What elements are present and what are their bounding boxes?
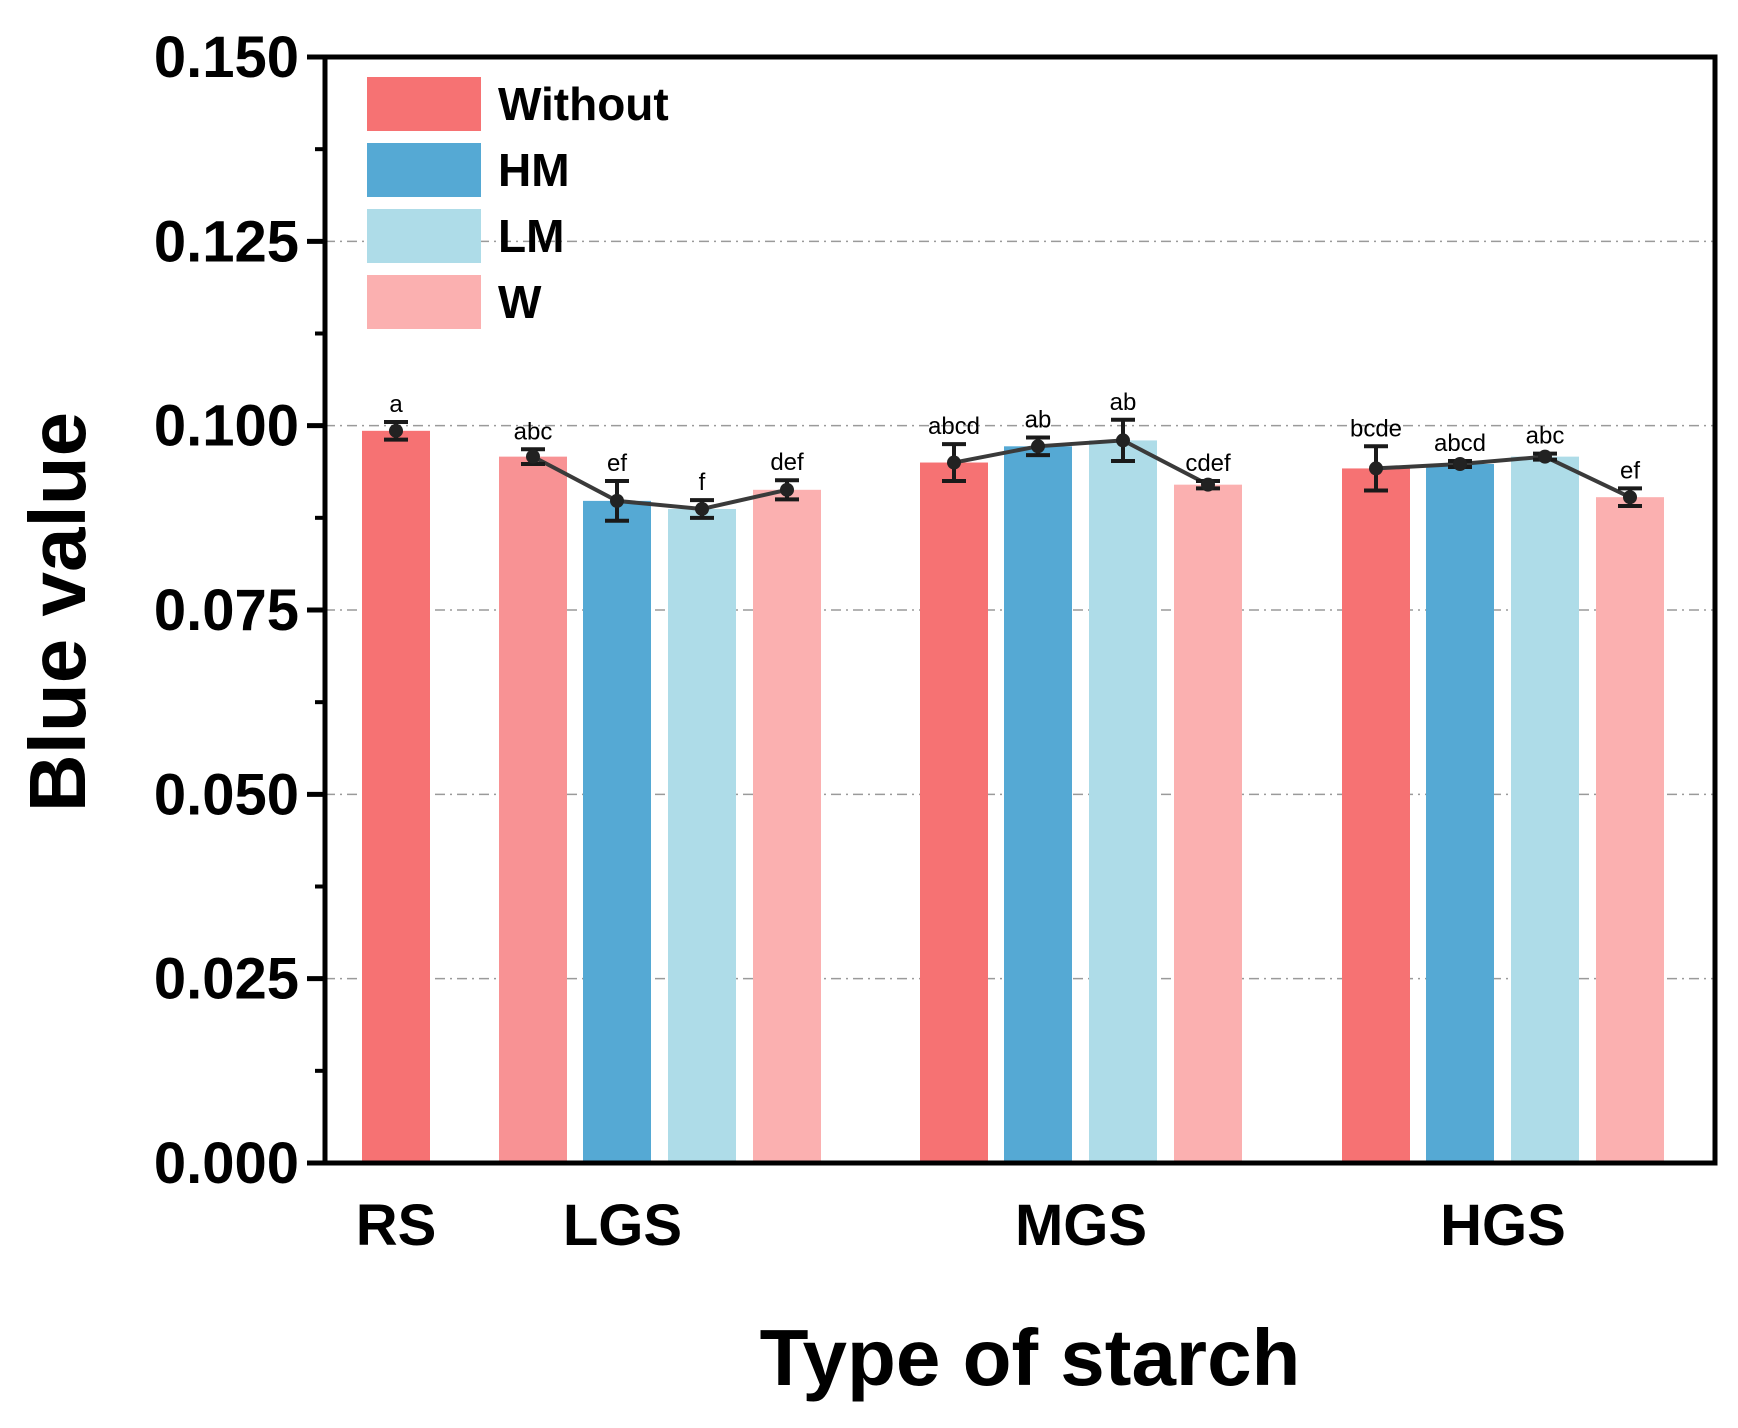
legend-item-w: W [367, 275, 542, 329]
bar-lgs-lm [668, 508, 736, 1163]
significance-label: abcd [928, 413, 980, 440]
significance-label: abc [514, 418, 553, 445]
y-tick-label: 0.000 [154, 1131, 299, 1196]
significance-labels: a abc ef f def abcd ab ab cdef bcde abcd abc ef [389, 389, 1640, 496]
trend-line-mgs [953, 438, 1209, 487]
error-bar [1364, 444, 1388, 493]
legend-item-without: Without [367, 77, 669, 131]
legend-item-hm: HM [367, 143, 570, 197]
bar-mgs-lm [1089, 440, 1157, 1163]
x-tick-label: LGS [563, 1193, 682, 1258]
legend: Without HM LM W [367, 77, 669, 329]
error-bar [1618, 486, 1642, 509]
legend-label: Without [498, 78, 669, 130]
error-bar [690, 498, 714, 520]
x-tick-label: HGS [1440, 1193, 1566, 1258]
y-tick-label: 0.125 [154, 209, 299, 274]
significance-label: ef [1620, 457, 1640, 484]
legend-item-lm: LM [367, 209, 564, 263]
significance-label: a [389, 391, 403, 418]
legend-swatch [367, 209, 481, 263]
error-bars [384, 417, 1642, 523]
legend-label: HM [498, 144, 570, 196]
bar-lgs-hm [583, 500, 651, 1164]
trend-line-hgs [1375, 454, 1631, 499]
error-bar [1448, 457, 1472, 472]
bar-lgs-w [499, 456, 567, 1164]
bar-mgs-without [920, 462, 988, 1163]
significance-label: bcde [1350, 415, 1402, 442]
axes: RS LGS MGS HGS 0.000 0.025 0.050 0.075 0.100 0.12… [154, 25, 1718, 1258]
bar-rs-without [362, 430, 430, 1163]
significance-label: ab [1110, 389, 1137, 416]
y-tick-label: 0.075 [154, 578, 299, 643]
significance-label: cdef [1185, 450, 1231, 477]
y-tick-label: 0.100 [154, 394, 299, 459]
y-tick-label: 0.050 [154, 762, 299, 827]
error-bar [1196, 477, 1220, 492]
y-tick-label: 0.150 [154, 25, 299, 90]
legend-swatch [367, 275, 481, 329]
error-bar [1111, 417, 1135, 464]
error-bar [1026, 435, 1050, 458]
x-tick-label: RS [356, 1193, 437, 1258]
y-tick-label: 0.025 [154, 947, 299, 1012]
significance-label: abcd [1434, 430, 1486, 457]
bar-mgs-w [1174, 484, 1242, 1163]
legend-swatch [367, 143, 481, 197]
x-axis-title: Type of starch [760, 1313, 1301, 1402]
significance-label: f [699, 469, 706, 496]
error-bar [775, 478, 799, 502]
bar-hgs-w [1596, 497, 1664, 1163]
x-tick-label: MGS [1015, 1193, 1147, 1258]
error-bar [1533, 449, 1557, 464]
bar-hgs-without [1342, 468, 1410, 1163]
significance-label: ef [607, 450, 627, 477]
y-axis-title: Blue value [13, 412, 102, 812]
bars [362, 430, 1664, 1164]
legend-label: LM [498, 210, 564, 262]
bar-hgs-lm [1511, 456, 1579, 1164]
significance-label: abc [1526, 423, 1565, 450]
error-bar [521, 447, 545, 467]
bar-lgs-w [753, 489, 821, 1163]
error-bar [942, 442, 966, 483]
trend-line-lgs [532, 454, 788, 512]
error-bar [605, 478, 629, 523]
error-bar [384, 419, 408, 442]
significance-label: def [770, 449, 804, 476]
significance-label: ab [1025, 406, 1052, 433]
legend-swatch [367, 77, 481, 131]
bar-mgs-hm [1004, 446, 1072, 1163]
legend-label: W [498, 276, 542, 328]
trend-lines [532, 438, 1631, 512]
bar-hgs-hm [1426, 464, 1494, 1163]
